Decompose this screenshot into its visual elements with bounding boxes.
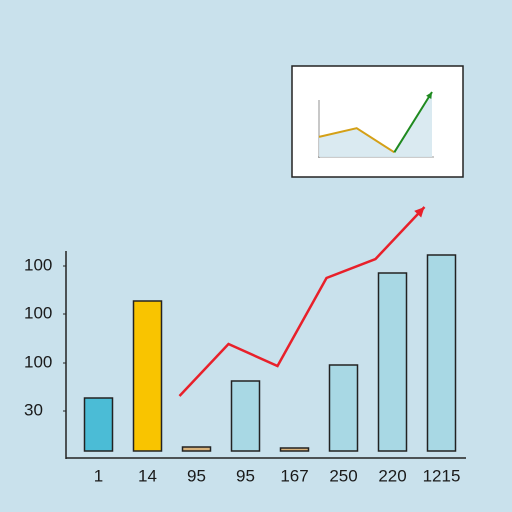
inset-area bbox=[319, 92, 432, 157]
inset-frame bbox=[291, 65, 464, 178]
x-tick-label: 14 bbox=[138, 466, 157, 485]
trend-line bbox=[178, 206, 426, 397]
bar bbox=[230, 380, 261, 452]
bar bbox=[328, 364, 359, 452]
y-tick-label: 100 bbox=[24, 255, 52, 274]
x-tick-label: 1215 bbox=[423, 466, 461, 485]
bar bbox=[132, 300, 163, 452]
bar bbox=[426, 254, 457, 452]
inset-line bbox=[318, 127, 395, 154]
x-tick-label: 250 bbox=[329, 466, 357, 485]
x-tick-label: 95 bbox=[236, 466, 255, 485]
arrow-head bbox=[414, 207, 425, 218]
y-tick-label: 100 bbox=[24, 352, 52, 371]
bar bbox=[181, 446, 212, 452]
inset-arrow-head bbox=[426, 92, 432, 99]
bar bbox=[279, 447, 310, 452]
bar bbox=[377, 272, 408, 452]
x-tick-label: 220 bbox=[378, 466, 406, 485]
x-tick-label: 167 bbox=[280, 466, 308, 485]
x-tick-label: 95 bbox=[187, 466, 206, 485]
y-tick-label: 30 bbox=[24, 400, 43, 419]
inset-line bbox=[393, 91, 433, 153]
bar bbox=[83, 397, 114, 452]
x-tick-label: 1 bbox=[94, 466, 103, 485]
y-tick-label: 100 bbox=[24, 303, 52, 322]
